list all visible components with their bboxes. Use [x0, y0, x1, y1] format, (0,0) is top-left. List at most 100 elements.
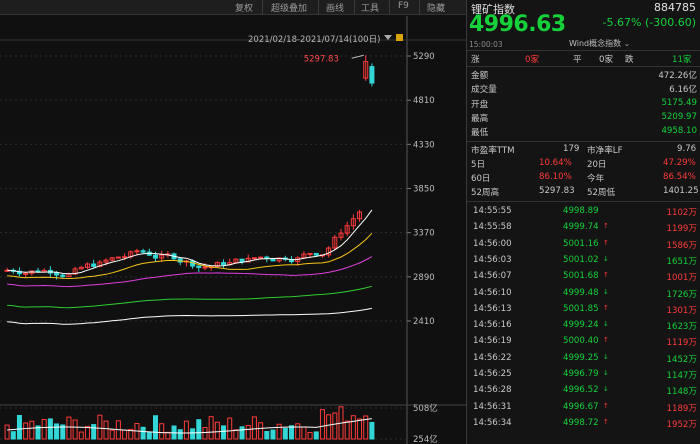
- price-change: -5.67% (-300.60): [602, 16, 696, 29]
- return-value: 86.10%: [539, 172, 572, 182]
- volume-bar: [326, 414, 332, 440]
- week52-row: 52周高 5297.83 52周低 1401.25: [467, 186, 700, 198]
- volume-bar: [16, 414, 22, 440]
- volume-bar: [258, 422, 264, 440]
- tick-time: 14:56:19: [473, 336, 512, 347]
- stat-value: 6.16亿: [669, 85, 697, 96]
- volume-bar: [227, 417, 233, 440]
- tick-price: 4999.25: [563, 352, 599, 363]
- volume-bar: [295, 423, 301, 440]
- quote-panel: 锂矿指数 884785 4996.63 -5.67% (-300.60) 15:…: [466, 0, 700, 444]
- ma10-line: [7, 232, 373, 280]
- ma20-line: [7, 256, 373, 288]
- volume-bar: [332, 412, 338, 440]
- chevron-icon: ⌄: [623, 39, 631, 48]
- tick-row[interactable]: 14:56:10 4999.48 ↓ 1726万: [467, 287, 700, 301]
- date-range-label: 2021/02/18-2021/07/14(100日): [248, 35, 381, 45]
- tick-row[interactable]: 14:56:34 4998.72 ↑ 1952万: [467, 417, 700, 431]
- tick-price: 5000.40: [563, 336, 599, 347]
- candle-body: [239, 258, 245, 263]
- stat-label: 最低: [471, 128, 489, 139]
- volume-bar: [319, 409, 325, 440]
- candle-body: [363, 61, 369, 79]
- volume-bar: [165, 431, 171, 440]
- volume-bar: [122, 429, 128, 440]
- tick-row[interactable]: 14:56:19 5000.40 ↑ 1119万: [467, 335, 700, 349]
- pb-value: 9.76: [677, 144, 697, 154]
- tick-arrow-icon: ↑: [603, 417, 609, 426]
- tick-row[interactable]: 14:56:00 5001.16 ↑ 1586万: [467, 238, 700, 252]
- tick-row[interactable]: 14:56:28 4996.52 ↓ 1148万: [467, 384, 700, 398]
- candle-body: [258, 256, 264, 259]
- return-value: 47.29%: [663, 158, 696, 168]
- volume-bar: [251, 416, 257, 440]
- candle-body: [350, 218, 356, 227]
- tick-row[interactable]: 14:55:55 4998.89 1102万: [467, 205, 700, 219]
- up-count: 0家: [525, 55, 540, 65]
- tick-row[interactable]: 14:56:25 4996.79 ↓ 1147万: [467, 368, 700, 382]
- tick-volume: 1102万: [666, 208, 697, 218]
- tick-volume: 1301万: [666, 305, 697, 316]
- tick-arrow-icon: ↑: [603, 336, 609, 345]
- tick-arrow-icon: ↓: [603, 352, 609, 361]
- tick-price: 4998.72: [563, 417, 599, 428]
- tick-price: 4996.52: [563, 385, 599, 396]
- pe-label: 市盈率TTM: [471, 146, 515, 156]
- toolbar-hide[interactable]: 隐藏: [427, 4, 446, 14]
- stat-label: 开盘: [471, 99, 489, 110]
- tick-row[interactable]: 14:56:22 4999.25 ↓ 1452万: [467, 352, 700, 366]
- volume-bar: [282, 427, 288, 440]
- down-label: 跌: [625, 55, 634, 65]
- tick-volume: 1726万: [666, 289, 697, 300]
- tick-row[interactable]: 14:56:31 4996.67 ↑ 1189万: [467, 401, 700, 415]
- tick-arrow-icon: ↓: [603, 369, 609, 377]
- toolbar-draw[interactable]: 画线: [326, 4, 345, 14]
- volume-bar: [103, 420, 109, 440]
- tick-volume: 1623万: [666, 322, 697, 333]
- candle-body: [115, 256, 121, 259]
- candle-body: [214, 262, 220, 268]
- tick-volume: 1199万: [666, 224, 697, 235]
- tick-row[interactable]: 14:56:03 5001.02 ↓ 1651万: [467, 254, 700, 268]
- return-row: 5日 10.64% 20日 47.29%: [467, 158, 700, 170]
- wind-category[interactable]: Wind概念指数 ⌄: [569, 38, 630, 49]
- tick-price: 4999.48: [563, 287, 599, 298]
- tick-row[interactable]: 14:56:16 4999.24 ↓ 1623万: [467, 319, 700, 333]
- tick-volume: 1148万: [666, 387, 697, 398]
- max-price-label: 5297.83: [304, 54, 339, 64]
- pe-value: 179: [563, 144, 580, 154]
- price-tick-label: 5290: [413, 52, 435, 62]
- candle-body: [97, 261, 103, 267]
- toolbar-overlay[interactable]: 超级叠加: [271, 4, 308, 14]
- volume-bar: [159, 423, 165, 440]
- price-tick-label: 3850: [413, 185, 435, 195]
- volume-bar: [97, 414, 103, 440]
- candle-body: [202, 266, 208, 269]
- tick-row[interactable]: 14:56:13 5001.85 ↑ 1301万: [467, 303, 700, 317]
- tick-time: 14:56:07: [473, 271, 512, 282]
- toolbar-tools[interactable]: 工具: [361, 4, 380, 14]
- volume-tick-label: 254亿: [413, 434, 438, 444]
- candle-body: [251, 257, 257, 260]
- flat-label: 平: [573, 55, 582, 65]
- tick-time: 14:56:13: [473, 303, 512, 314]
- candle-body: [109, 257, 115, 261]
- volume-bar: [91, 424, 97, 440]
- tick-price: 5001.85: [563, 303, 599, 314]
- volume-bar: [47, 418, 53, 440]
- volume-bar: [214, 421, 220, 440]
- toolbar-f9[interactable]: F9: [398, 1, 409, 11]
- tick-row[interactable]: 14:55:58 4999.74 ↑ 1199万: [467, 221, 700, 235]
- tick-arrow-icon: ↑: [603, 303, 609, 312]
- valuation-row: 市盈率TTM 179 市净率LF 9.76: [467, 144, 700, 156]
- stat-row: 开盘 5175.49: [467, 98, 700, 110]
- volume-bar: [289, 425, 295, 440]
- kline-chart[interactable]: 5290 4810 4330 3850 3370 2890 2410 508亿 254亿 5297…: [0, 16, 466, 444]
- tick-row[interactable]: 14:56:07 5001.68 ↑ 1001万: [467, 270, 700, 284]
- volume-bar: [183, 420, 189, 440]
- volume-bar: [220, 425, 227, 440]
- toolbar-fuquan[interactable]: 复权: [235, 4, 254, 14]
- price-tick-label: 2890: [413, 273, 435, 283]
- tick-volume: 1189万: [666, 403, 697, 414]
- volume-bar: [344, 420, 350, 440]
